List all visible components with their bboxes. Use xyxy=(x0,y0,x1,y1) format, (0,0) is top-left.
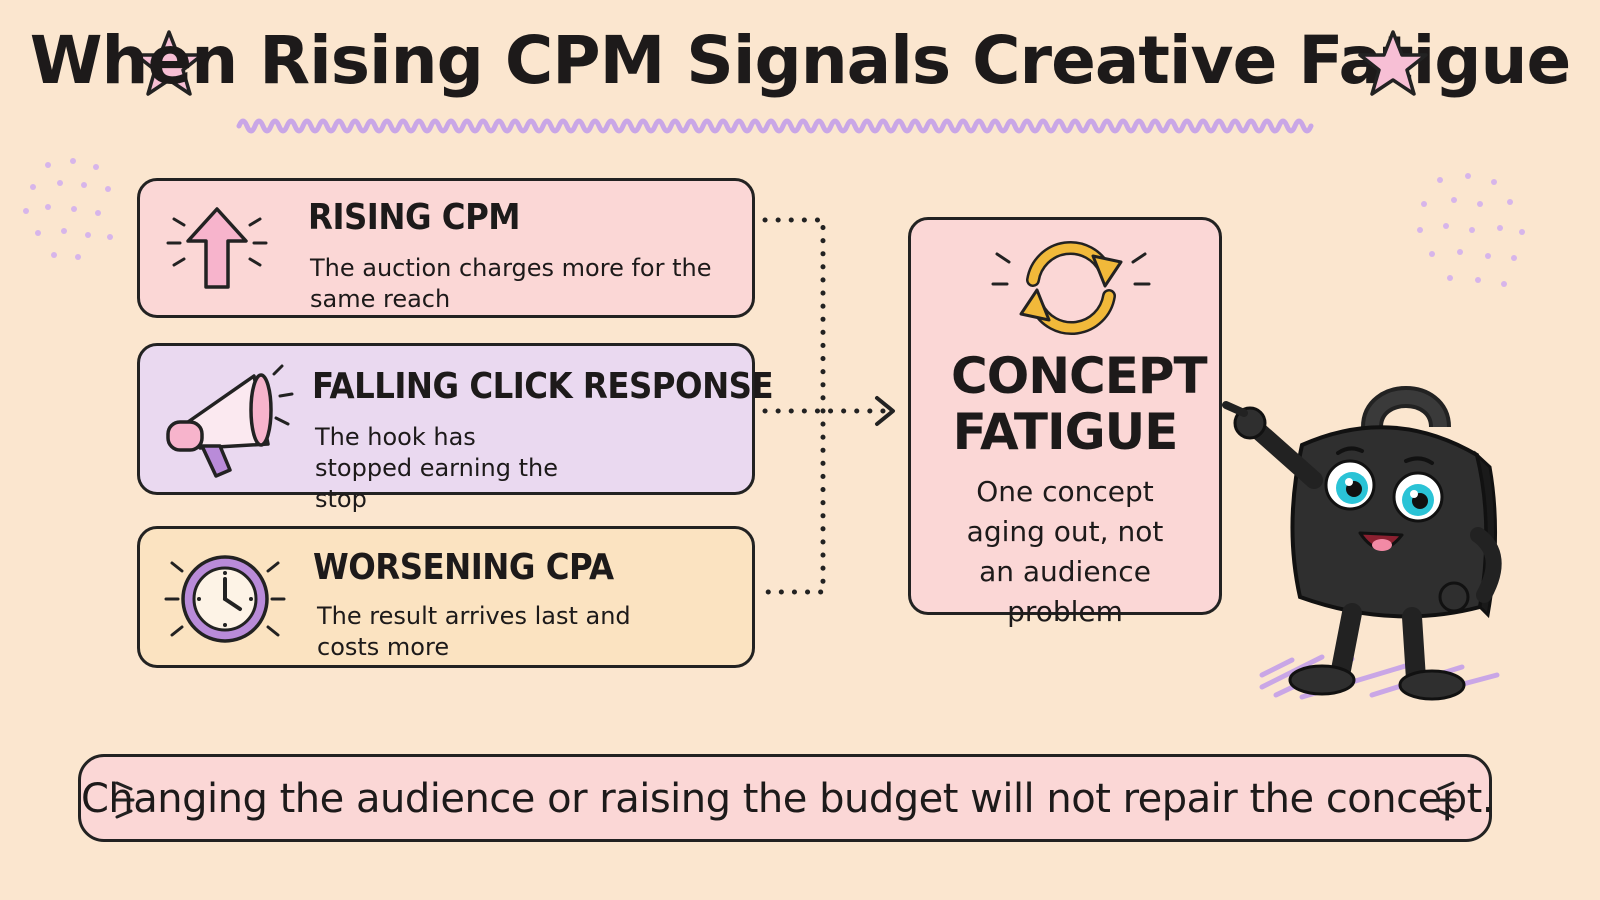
signal-heading: FALLING CLICK RESPONSE xyxy=(312,366,774,407)
emphasis-lines-left-icon xyxy=(113,781,135,819)
star-left-icon xyxy=(134,30,204,96)
signal-description: The result arrives last and costs more xyxy=(317,602,631,661)
signal-card-falling-click-response: FALLING CLICK RESPONSE The hook has stop… xyxy=(137,343,774,513)
smiling-padlock-character-icon xyxy=(1222,386,1502,701)
signal-heading: WORSENING CPA xyxy=(313,547,614,588)
emphasis-lines-right-icon xyxy=(1435,781,1457,819)
outcome-card-concept-fatigue: CONCEPT FATIGUE One concept aging out, n… xyxy=(908,217,1222,628)
signal-card-rising-cpm: RISING CPM The auction charges more for … xyxy=(137,178,755,318)
decorative-dots-right xyxy=(1417,173,1525,287)
clock-icon xyxy=(164,555,286,643)
star-right-icon xyxy=(1358,30,1428,96)
up-arrow-icon xyxy=(166,207,268,289)
signal-card-worsening-cpa: WORSENING CPA The result arrives last an… xyxy=(137,526,755,668)
conclusion-banner: Changing the audience or raising the bud… xyxy=(78,754,1495,842)
megaphone-icon xyxy=(166,364,294,478)
dotted-connector-arrows xyxy=(762,217,895,595)
outcome-description: One concept aging out, not an audience p… xyxy=(966,475,1164,628)
refresh-cycle-icon xyxy=(991,241,1151,335)
signal-description: The auction charges more for the same re… xyxy=(310,254,712,313)
signal-heading: RISING CPM xyxy=(308,197,521,238)
decorative-dots-left xyxy=(23,158,113,260)
outcome-heading: CONCEPT FATIGUE xyxy=(951,347,1208,461)
conclusion-text: Changing the audience or raising the bud… xyxy=(81,776,1495,822)
title-squiggle-underline xyxy=(236,118,1314,134)
signal-description: The hook has stopped earning the stop xyxy=(315,423,558,513)
page-title: When Rising CPM Signals Creative Fatigue xyxy=(29,22,1572,99)
